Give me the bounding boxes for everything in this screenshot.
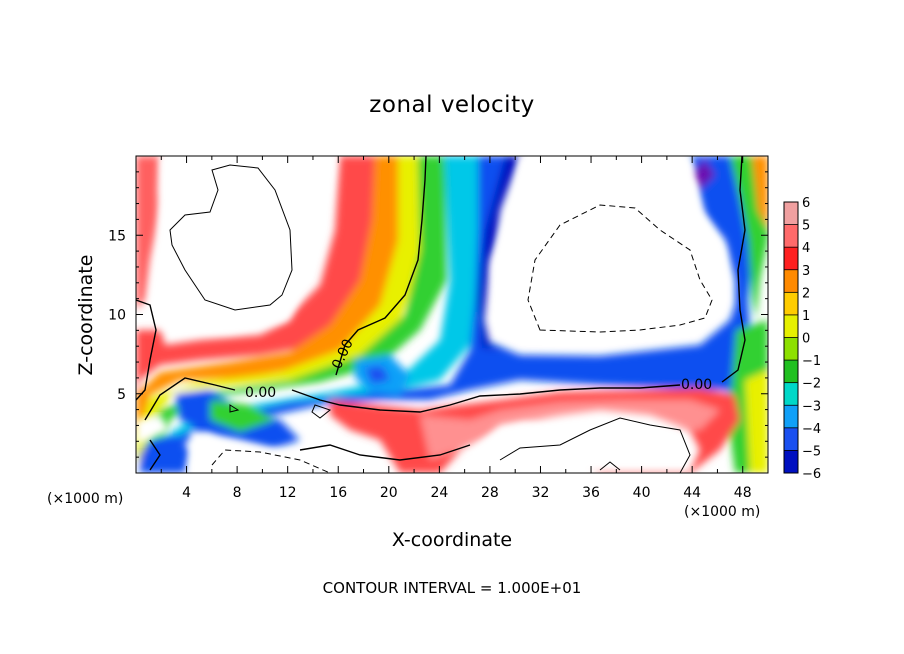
y-axis-label: Z-coordinate bbox=[75, 255, 97, 376]
y-tick-label: 5 bbox=[117, 387, 126, 403]
contour-interval-note: CONTOUR INTERVAL = 1.000E+01 bbox=[323, 579, 582, 597]
colorbar-swatch bbox=[784, 337, 798, 361]
x-tick-label: 8 bbox=[233, 485, 242, 501]
x-tick-label: 44 bbox=[683, 485, 701, 501]
colorbar-label: 2 bbox=[802, 286, 810, 301]
colorbar-swatch bbox=[784, 360, 798, 383]
colorbar-swatch bbox=[784, 405, 798, 428]
x-tick-label: 4 bbox=[182, 485, 191, 501]
y-axis-ticks: 5 10 15 bbox=[108, 171, 768, 458]
contour-label: 0.00 bbox=[245, 385, 276, 401]
colorbar-label: −1 bbox=[802, 354, 821, 369]
colorbar-swatch bbox=[784, 224, 798, 248]
colorbar-label: −2 bbox=[802, 377, 821, 392]
colorbar-swatch bbox=[784, 427, 798, 451]
colorbar-label: 1 bbox=[802, 309, 810, 324]
colorbar-label: −3 bbox=[802, 399, 821, 414]
x-tick-label: 20 bbox=[380, 485, 398, 501]
colorbar: 6 5 4 3 2 1 0 −1 −2 −3 −4 −5 −6 bbox=[783, 196, 821, 482]
colorbar-label: 3 bbox=[802, 264, 810, 279]
chart-title: zonal velocity bbox=[369, 92, 534, 118]
x-axis-ticks: 4 8 12 16 20 24 28 32 36 40 44 48 bbox=[160, 156, 752, 501]
x-tick-label: 16 bbox=[329, 485, 347, 501]
colorbar-swatch bbox=[784, 382, 798, 406]
colorbar-swatch bbox=[784, 247, 798, 270]
colorbar-label: −4 bbox=[802, 422, 821, 437]
colorbar-swatch bbox=[784, 292, 798, 315]
colorbar-label: 5 bbox=[802, 219, 810, 234]
x-tick-label: 12 bbox=[279, 485, 297, 501]
colorbar-swatch bbox=[784, 450, 798, 473]
colorbar-swatch bbox=[784, 202, 798, 225]
x-tick-label: 28 bbox=[481, 485, 499, 501]
contour-label: 0.00 bbox=[681, 377, 712, 393]
x-tick-label: 48 bbox=[734, 485, 752, 501]
colorbar-label: −6 bbox=[802, 467, 821, 482]
x-tick-label: 40 bbox=[633, 485, 651, 501]
x-tick-label: 32 bbox=[532, 485, 550, 501]
colorbar-label: 6 bbox=[802, 196, 810, 211]
colorbar-swatch bbox=[784, 314, 798, 338]
x-tick-label: 24 bbox=[430, 485, 448, 501]
plot-area bbox=[136, 156, 768, 473]
y-tick-label: 15 bbox=[108, 228, 126, 244]
colorbar-label: 0 bbox=[802, 332, 810, 347]
colorbar-swatch bbox=[784, 269, 798, 293]
colorbar-label: −5 bbox=[802, 444, 821, 459]
colorbar-label: 4 bbox=[802, 241, 810, 256]
y-tick-label: 10 bbox=[108, 308, 126, 324]
x-axis-label: X-coordinate bbox=[392, 529, 512, 551]
x-axis-unit-left: (×1000 m) bbox=[47, 491, 123, 507]
x-axis-unit-right: (×1000 m) bbox=[684, 504, 760, 520]
x-tick-label: 36 bbox=[582, 485, 600, 501]
